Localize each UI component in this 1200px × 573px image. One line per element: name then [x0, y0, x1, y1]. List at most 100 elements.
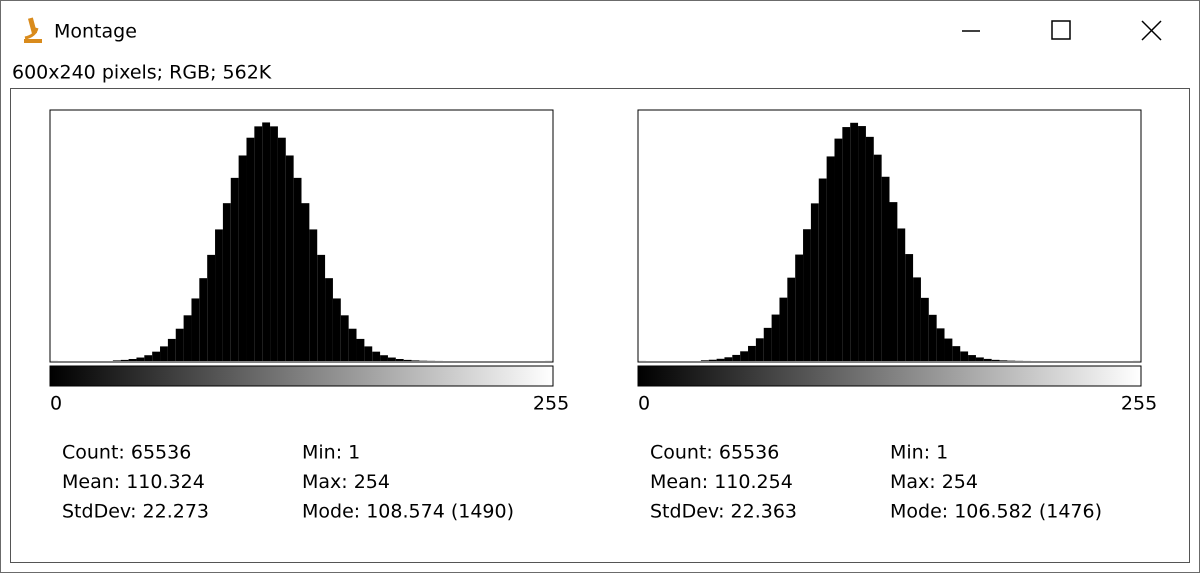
histogram-bar	[810, 203, 819, 361]
histogram-bar	[803, 229, 811, 361]
histogram-bar	[191, 298, 200, 361]
histogram-bar	[928, 314, 937, 361]
histogram-bar	[763, 327, 772, 361]
stat-text: Max: 254	[302, 471, 390, 493]
stat-text: Mean: 110.254	[650, 471, 793, 493]
histogram-bar	[968, 355, 976, 361]
maximize-button[interactable]	[1051, 20, 1071, 40]
histogram-bar	[732, 354, 741, 361]
image-info: 600x240 pixels; RGB; 562K	[12, 62, 272, 84]
histogram-bar	[136, 357, 145, 361]
x-tick-label: 255	[1121, 393, 1157, 415]
histogram-bar	[755, 338, 764, 361]
histogram-bar	[175, 328, 184, 361]
stat-text: Mode: 108.574 (1490)	[302, 501, 514, 523]
stat-text: Count: 65536	[62, 442, 191, 464]
histogram-bar	[112, 360, 121, 361]
histogram-bar	[238, 155, 247, 361]
histogram-bar	[865, 136, 874, 361]
histogram-bar	[128, 358, 137, 361]
lut-bar	[49, 365, 554, 387]
histogram-bar	[364, 346, 373, 361]
histogram-bar	[991, 359, 1000, 361]
histogram-bar	[748, 345, 756, 361]
histogram-bar	[960, 351, 969, 361]
stat-text: Min: 1	[890, 442, 948, 464]
histogram-bar	[262, 122, 271, 361]
histogram-bar	[277, 137, 286, 361]
stat-text: Mode: 106.582 (1476)	[890, 501, 1102, 523]
histogram-bar	[332, 298, 341, 361]
histogram-bar	[740, 351, 749, 361]
histogram-bar	[975, 357, 984, 361]
histogram-bar	[387, 357, 396, 361]
histogram-bar	[372, 351, 381, 361]
histogram-bar	[944, 338, 953, 361]
histogram-bar	[270, 126, 278, 361]
histogram-bar	[889, 202, 898, 361]
histogram-bar	[983, 358, 992, 361]
histogram-bar	[818, 178, 827, 361]
histogram-bar	[293, 177, 302, 361]
histogram-bar	[826, 156, 835, 361]
stat-text: Count: 65536	[650, 442, 779, 464]
histogram-bar	[395, 358, 404, 361]
histogram-bar	[920, 297, 929, 361]
histogram-bar	[152, 351, 161, 361]
histogram-bar	[199, 278, 208, 361]
histogram-bar	[905, 254, 914, 361]
histogram-bar	[183, 315, 192, 361]
histogram-bar	[207, 254, 216, 361]
stat-text: StdDev: 22.273	[62, 501, 209, 523]
histogram-bar	[858, 126, 866, 362]
close-button[interactable]	[1141, 20, 1162, 41]
histogram-bar	[834, 138, 843, 361]
histogram-bar	[700, 360, 709, 361]
histogram-bar	[952, 346, 961, 361]
stat-text: Min: 1	[302, 442, 360, 464]
stat-text: StdDev: 22.363	[650, 501, 797, 523]
histogram-bar	[771, 314, 780, 361]
histogram-bar	[842, 127, 851, 362]
histogram-bar	[936, 328, 945, 361]
histogram-bar	[222, 203, 231, 361]
histogram-bar	[246, 137, 255, 361]
histogram-bar	[325, 278, 333, 361]
x-tick-label: 255	[533, 393, 569, 415]
histogram-bar	[913, 277, 921, 361]
stat-text: Mean: 110.324	[62, 471, 205, 493]
histogram-bar	[120, 359, 129, 361]
histogram-bar	[380, 355, 388, 361]
histogram-bar	[850, 122, 859, 362]
x-tick-label: 0	[638, 393, 650, 415]
histogram-bar	[724, 357, 733, 361]
histogram-bar	[317, 254, 326, 361]
histogram-bar	[881, 176, 890, 361]
histogram-bar	[356, 338, 365, 361]
app-icon	[24, 17, 42, 43]
x-tick-label: 0	[50, 393, 62, 415]
histogram-bar	[167, 338, 176, 361]
histogram-bar	[873, 154, 882, 361]
histogram-bar	[999, 360, 1008, 361]
histogram-bar	[301, 203, 310, 361]
histogram-bar	[897, 228, 906, 361]
histogram-bar	[309, 229, 318, 361]
histogram-bar	[215, 229, 223, 361]
histogram-bar	[285, 155, 294, 361]
histogram-bar	[340, 315, 349, 361]
histogram-bar	[403, 359, 412, 361]
histogram-bar	[795, 254, 804, 361]
lut-bar	[637, 365, 1142, 387]
stat-text: Max: 254	[890, 471, 978, 493]
histogram-bar	[160, 346, 168, 361]
histogram-bar	[348, 328, 357, 361]
histogram-bar	[230, 177, 239, 361]
histogram-bar	[716, 358, 725, 361]
histogram-bar	[411, 360, 420, 361]
histogram-bar	[787, 277, 796, 361]
window-title: Montage	[54, 21, 137, 43]
histogram-bar	[144, 355, 153, 361]
histogram-bar	[254, 126, 263, 361]
